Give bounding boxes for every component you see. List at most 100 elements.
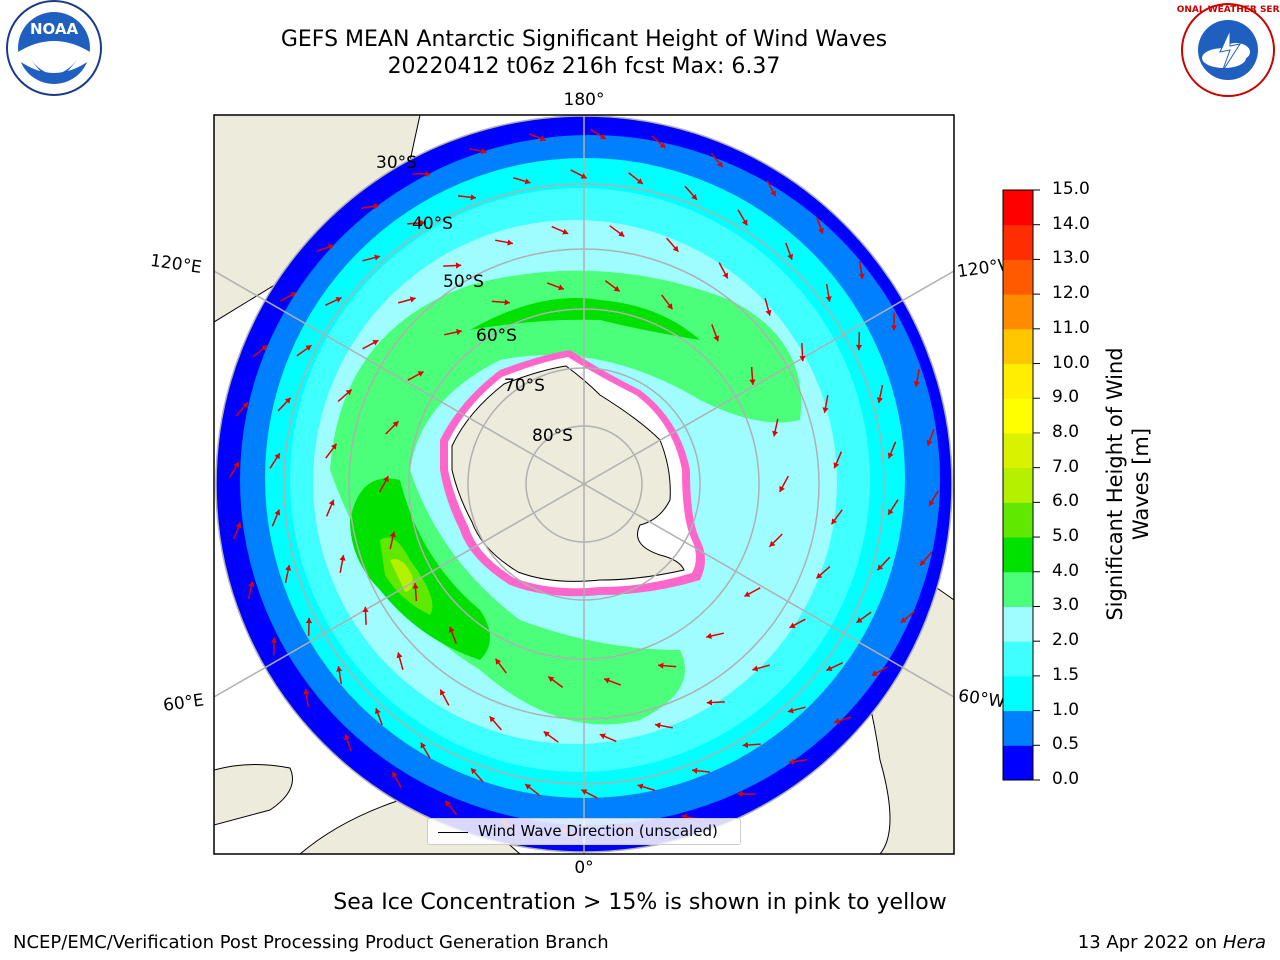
wave-arrow-head <box>706 632 712 639</box>
colorbar-segment <box>1003 710 1033 746</box>
chart-title: GEFS MEAN Antarctic Significant Height o… <box>280 27 888 52</box>
wave-arrow-head <box>691 193 697 200</box>
wave-arrow-head <box>742 741 749 749</box>
wave-arrow-head <box>888 508 894 515</box>
colorbar-title-line2: Waves [m] <box>1129 427 1153 541</box>
colorbar-tick-label: 0.0 <box>1052 769 1080 789</box>
wave-arrow-head <box>871 670 878 676</box>
wave-arrow-head <box>409 296 416 303</box>
wave-arrow-head <box>455 262 462 269</box>
wave-arrow-head <box>929 500 935 506</box>
wave-arrow-head <box>345 389 352 396</box>
footer-machine: Hera <box>1222 932 1266 953</box>
colorbar-segment <box>1003 294 1033 330</box>
wave-arrow-head <box>383 476 389 483</box>
wave-arrow-head <box>235 522 242 529</box>
wave-arrow-head <box>765 309 772 316</box>
colorbar-segment <box>1003 328 1033 365</box>
noaa-logo: NOAA <box>6 0 102 96</box>
lon-label-0: 0° <box>574 858 593 878</box>
lat-label-40s: 40°S <box>412 214 453 234</box>
wave-arrow-head <box>362 606 369 613</box>
colorbar-tick-label: 14.0 <box>1052 213 1090 234</box>
wave-arrow-head <box>396 652 403 659</box>
wave-arrow-head <box>658 662 664 669</box>
wave-arrow-head <box>328 499 335 506</box>
colorbar-segment <box>1003 745 1033 781</box>
wind-wave-arrows <box>229 129 939 839</box>
colorbar-tick-label: 5.0 <box>1052 526 1080 547</box>
wave-arrow-head <box>604 677 610 684</box>
colorbar-segment <box>1003 432 1033 469</box>
colorbar-segment <box>1003 224 1033 260</box>
wave-arrow-head <box>772 430 779 437</box>
wave-arrow-head <box>456 329 462 336</box>
wave-arrow-head <box>389 531 396 538</box>
wave-arrow-head <box>926 439 933 446</box>
wave-arrow-head <box>717 161 723 168</box>
wave-arrow-head <box>826 665 833 671</box>
colorbar-segment <box>1003 606 1033 642</box>
wave-arrow-head <box>242 402 248 409</box>
colorbar-tick-label: 6.0 <box>1052 491 1080 512</box>
wave-arrow-head <box>787 253 794 260</box>
wave-arrow-head <box>600 133 606 139</box>
wave-arrow-head <box>855 344 863 351</box>
colorbar-segment <box>1003 398 1033 434</box>
colorbar-segment <box>1003 675 1033 712</box>
colorbar-segment <box>1003 467 1033 503</box>
wave-arrow-head <box>741 219 748 226</box>
wave-arrow-head <box>339 555 346 561</box>
noaa-logo-text: NOAA <box>30 20 79 38</box>
wave-arrow-head <box>831 518 838 525</box>
wave-arrow-head <box>887 452 894 459</box>
wave-arrow-head <box>659 142 666 148</box>
wave-arrow-head <box>335 297 342 303</box>
colorbar-tick-label: 0.5 <box>1052 734 1080 755</box>
wave-arrow-head <box>481 148 487 155</box>
wave-arrow-head <box>737 790 743 797</box>
colorbar-segment <box>1003 571 1033 607</box>
wave-arrow-head <box>890 325 897 331</box>
wave-arrow-head <box>440 689 446 696</box>
wave-arrow-head <box>833 462 840 469</box>
lon-label-120e: 120°E <box>149 251 203 278</box>
wave-arrow-head <box>779 485 785 492</box>
map-frame <box>213 114 955 855</box>
wave-arrow-head <box>261 345 268 351</box>
wave-arrow-head <box>374 254 380 261</box>
colorbar-segment <box>1003 641 1033 677</box>
wave-arrow-head <box>788 758 795 765</box>
chart-subtitle: 20220412 t06z 216h fcst Max: 6.37 <box>387 54 781 79</box>
colorbar-tick-label: 9.0 <box>1052 387 1080 408</box>
wave-arrow-head <box>373 203 380 210</box>
footer-date: 13 Apr 2022 on Hera <box>1078 932 1266 953</box>
wave-arrow-head <box>770 190 776 197</box>
sea-ice-note: Sea Ice Concentration > 15% is shown in … <box>333 890 947 915</box>
madagascar-landmass <box>214 763 293 826</box>
wave-arrow-head <box>328 244 334 250</box>
colorbar-tick-label: 1.0 <box>1052 699 1080 720</box>
wave-arrow-head <box>580 173 587 179</box>
wave-arrow-head <box>420 742 427 749</box>
wave-arrow-head <box>290 292 297 298</box>
colorbar-tick-label: 13.0 <box>1052 248 1090 269</box>
wave-arrow-head <box>330 443 337 450</box>
nws-logo-text: NATIONAL WEATHER SERVICE <box>1176 5 1280 15</box>
wave-arrow-head <box>445 800 451 807</box>
lat-label-70s: 70°S <box>504 376 545 396</box>
wave-arrow-head <box>618 230 625 237</box>
wave-arrow-head <box>692 767 698 774</box>
wave-arrow-head <box>825 296 832 302</box>
wave-arrow-head <box>877 564 884 571</box>
colorbar-tick-label: 10.0 <box>1052 352 1090 373</box>
wave-arrow-head <box>305 345 312 351</box>
wave-arrow-head <box>636 178 643 184</box>
wave-arrow-head <box>271 637 278 643</box>
wave-arrow-head <box>920 559 926 566</box>
wave-arrow-head <box>856 617 863 623</box>
wave-arrow-head <box>543 731 550 738</box>
colorbar-segment <box>1003 259 1033 295</box>
wave-arrow-head <box>507 239 513 246</box>
